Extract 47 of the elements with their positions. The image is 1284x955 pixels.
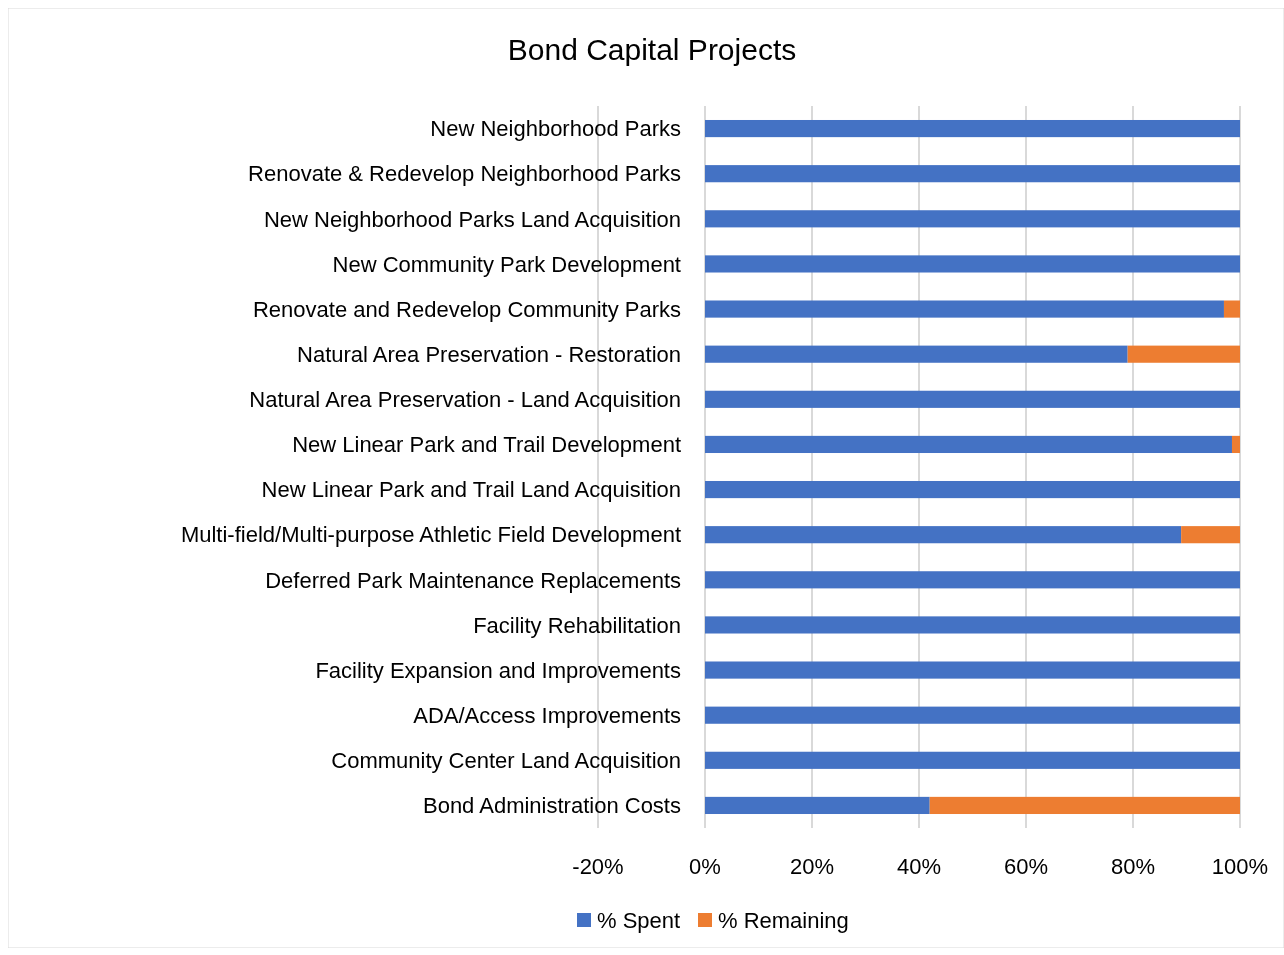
x-tick-label: 0% [689, 854, 721, 879]
legend-label: % Spent [597, 907, 681, 933]
y-tick-label: Natural Area Preservation - Land Acquisition [249, 387, 681, 413]
y-tick-label: Deferred Park Maintenance Replacements [265, 567, 681, 593]
bar [705, 706, 1240, 724]
bar [705, 255, 1240, 273]
bar [705, 345, 1128, 363]
bar [705, 616, 1240, 634]
bar [705, 751, 1240, 769]
bar [1223, 300, 1240, 318]
y-tick-label: Renovate and Redevelop Community Parks [252, 296, 681, 322]
x-tick-label: 80% [1110, 854, 1156, 879]
y-tick-label: Facility Expansion and Improvements [315, 657, 681, 683]
x-tick-label: -20% [572, 854, 624, 879]
y-tick-label: Facility Rehabilitation [473, 612, 681, 638]
legend-label: % Remaining [718, 907, 849, 933]
y-tick-label: Natural Area Preservation - Restoration [297, 341, 681, 367]
bar [705, 210, 1240, 228]
y-tick-label: New Linear Park and Trail Development [292, 432, 681, 458]
y-tick-label: Multi-field/Multi-purpose Athletic Field Development [180, 522, 681, 548]
y-tick-label: New Neighborhood Parks [430, 116, 681, 142]
y-tick-label: Community Center Land Acquisition [331, 748, 681, 774]
bar [705, 526, 1182, 544]
bar [705, 435, 1232, 454]
bar [705, 165, 1240, 183]
bar [705, 300, 1224, 318]
y-tick-label: Bond Administration Costs [422, 793, 681, 819]
bar [705, 390, 1240, 408]
bar [705, 119, 1240, 138]
bar [705, 480, 1240, 499]
bar [705, 796, 930, 815]
y-tick-label: ADA/Access Improvements [413, 702, 681, 728]
bar [705, 661, 1240, 679]
x-tick-label: 20% [789, 854, 835, 879]
x-tick-label: 60% [1003, 854, 1049, 879]
y-tick-label: New Neighborhood Parks Land Acquisition [263, 206, 681, 232]
bar [929, 796, 1240, 815]
x-tick-label: 40% [896, 854, 942, 879]
y-tick-label: New Community Park Development [332, 251, 681, 277]
chart-title: Bond Capital Projects [507, 33, 797, 66]
bar [1127, 345, 1240, 363]
bar [705, 571, 1240, 589]
y-tick-label: New Linear Park and Trail Land Acquisition [261, 477, 681, 503]
bar [1181, 526, 1240, 544]
x-tick-label: 100% [1211, 854, 1269, 879]
y-tick-label: Renovate & Redevelop Neighborhood Parks [248, 161, 681, 187]
bar [1231, 435, 1240, 454]
